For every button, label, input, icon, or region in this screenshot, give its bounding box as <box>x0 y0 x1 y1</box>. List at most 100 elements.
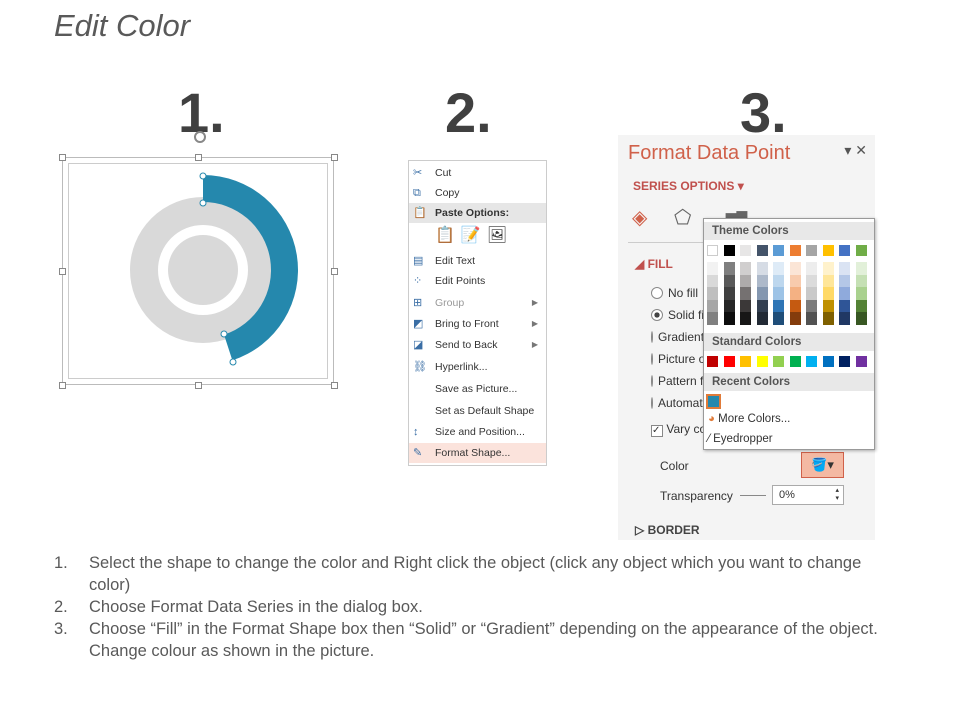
color-swatch[interactable] <box>723 312 735 325</box>
color-swatch[interactable] <box>806 274 817 287</box>
color-swatch[interactable] <box>855 356 867 367</box>
color-swatch[interactable] <box>707 287 718 300</box>
color-swatch[interactable] <box>822 299 834 312</box>
fill-section-toggle[interactable]: ◢ FILL <box>635 257 673 271</box>
menu-item[interactable]: Set as Default Shape <box>409 401 546 421</box>
color-swatch[interactable] <box>822 262 834 275</box>
color-swatch[interactable] <box>789 312 801 325</box>
border-section-toggle[interactable]: ▷ BORDER <box>635 523 700 537</box>
color-swatch[interactable] <box>789 287 801 300</box>
color-swatch[interactable] <box>839 287 850 300</box>
point-handle[interactable] <box>199 172 207 180</box>
color-swatch[interactable] <box>789 262 801 275</box>
color-swatch[interactable] <box>806 356 817 367</box>
color-swatch[interactable] <box>707 262 718 275</box>
color-swatch[interactable] <box>806 287 817 300</box>
color-swatch[interactable] <box>773 274 784 287</box>
color-swatch[interactable] <box>707 299 718 312</box>
color-swatch[interactable] <box>822 287 834 300</box>
pane-close-icon[interactable]: ▾ ✕ <box>844 142 867 158</box>
color-swatch[interactable] <box>723 299 735 312</box>
color-swatch[interactable] <box>707 274 718 287</box>
color-swatch[interactable] <box>855 287 867 300</box>
color-swatch[interactable] <box>740 287 751 300</box>
point-handle[interactable] <box>229 358 237 366</box>
fill-line-icon[interactable]: ◈ <box>632 207 648 229</box>
rotate-handle-icon[interactable] <box>194 131 206 143</box>
color-swatch[interactable] <box>789 299 801 312</box>
color-swatch[interactable] <box>740 262 751 275</box>
resize-handle[interactable] <box>59 382 66 389</box>
color-swatch[interactable] <box>855 312 867 325</box>
color-swatch[interactable] <box>756 262 768 275</box>
fill-option-radio[interactable]: Gradient fill <box>651 330 711 344</box>
color-swatch[interactable] <box>756 287 768 300</box>
fill-option-radio[interactable]: Picture or texture fill <box>651 352 711 366</box>
color-swatch[interactable] <box>789 274 801 287</box>
color-swatch[interactable] <box>839 245 850 256</box>
color-swatch[interactable] <box>839 312 850 325</box>
color-swatch[interactable] <box>789 356 801 367</box>
color-swatch[interactable] <box>723 262 735 275</box>
color-swatch[interactable] <box>707 245 718 256</box>
color-swatch[interactable] <box>855 299 867 312</box>
menu-item[interactable]: ✎ Format Shape... <box>409 443 546 463</box>
color-swatch[interactable] <box>707 356 718 367</box>
color-picker-button[interactable]: 🪣▾ <box>801 452 844 478</box>
menu-item[interactable]: ◩ Bring to Front ▶ <box>409 314 546 334</box>
menu-item[interactable]: ↕ Size and Position... <box>409 422 546 442</box>
eyedropper-item[interactable]: ⁄ Eyedropper <box>708 433 773 445</box>
fill-option-radio[interactable]: Automatic <box>651 396 711 410</box>
color-swatch[interactable] <box>723 356 735 367</box>
color-swatch[interactable] <box>822 245 834 256</box>
color-swatch[interactable] <box>740 356 751 367</box>
color-swatch[interactable] <box>773 287 784 300</box>
color-swatch[interactable] <box>773 356 784 367</box>
menu-item[interactable]: ⛓ Hyperlink... <box>409 357 546 377</box>
color-swatch[interactable] <box>789 245 801 256</box>
paste-option-icons[interactable]: 📋📝🖼 <box>435 227 514 244</box>
transparency-slider[interactable] <box>740 495 766 496</box>
color-swatch[interactable] <box>806 245 817 256</box>
color-swatch[interactable] <box>756 312 768 325</box>
color-swatch[interactable] <box>707 312 718 325</box>
more-colors-item[interactable]: ◕ More Colors... <box>708 413 790 425</box>
resize-handle[interactable] <box>331 268 338 275</box>
point-handle[interactable] <box>199 199 207 207</box>
color-swatch[interactable] <box>806 299 817 312</box>
menu-item[interactable]: ⊞ Group ▶ <box>409 293 546 313</box>
resize-handle[interactable] <box>195 154 202 161</box>
color-swatch[interactable] <box>822 274 834 287</box>
selected-segment[interactable] <box>203 175 298 361</box>
resize-handle[interactable] <box>195 382 202 389</box>
color-swatch[interactable] <box>756 356 768 367</box>
color-swatch[interactable] <box>723 287 735 300</box>
menu-item[interactable]: ⧉ Copy <box>409 183 546 203</box>
menu-item[interactable]: Save as Picture... <box>409 379 546 399</box>
color-swatch[interactable] <box>706 394 721 409</box>
color-swatch[interactable] <box>740 245 751 256</box>
color-swatch[interactable] <box>855 274 867 287</box>
series-options-dropdown[interactable]: SERIES OPTIONS ▾ <box>633 179 744 193</box>
resize-handle[interactable] <box>59 154 66 161</box>
color-swatch[interactable] <box>855 262 867 275</box>
color-swatch[interactable] <box>855 245 867 256</box>
transparency-input[interactable]: 0% ▴ ▾ <box>772 485 844 505</box>
color-swatch[interactable] <box>723 245 735 256</box>
point-handle[interactable] <box>220 330 228 338</box>
color-swatch[interactable] <box>740 299 751 312</box>
color-swatch[interactable] <box>839 299 850 312</box>
color-swatch[interactable] <box>773 299 784 312</box>
color-swatch[interactable] <box>740 312 751 325</box>
color-swatch[interactable] <box>740 274 751 287</box>
color-swatch[interactable] <box>839 356 850 367</box>
menu-item[interactable]: ◪ Send to Back ▶ <box>409 335 546 355</box>
menu-item[interactable]: ✂ Cut <box>409 163 546 183</box>
color-swatch[interactable] <box>773 245 784 256</box>
color-swatch[interactable] <box>756 299 768 312</box>
color-swatch[interactable] <box>806 312 817 325</box>
menu-item[interactable]: ⁘ Edit Points <box>409 271 546 291</box>
menu-item[interactable]: ▤ Edit Text <box>409 251 546 271</box>
color-swatch[interactable] <box>773 262 784 275</box>
color-swatch[interactable] <box>773 312 784 325</box>
